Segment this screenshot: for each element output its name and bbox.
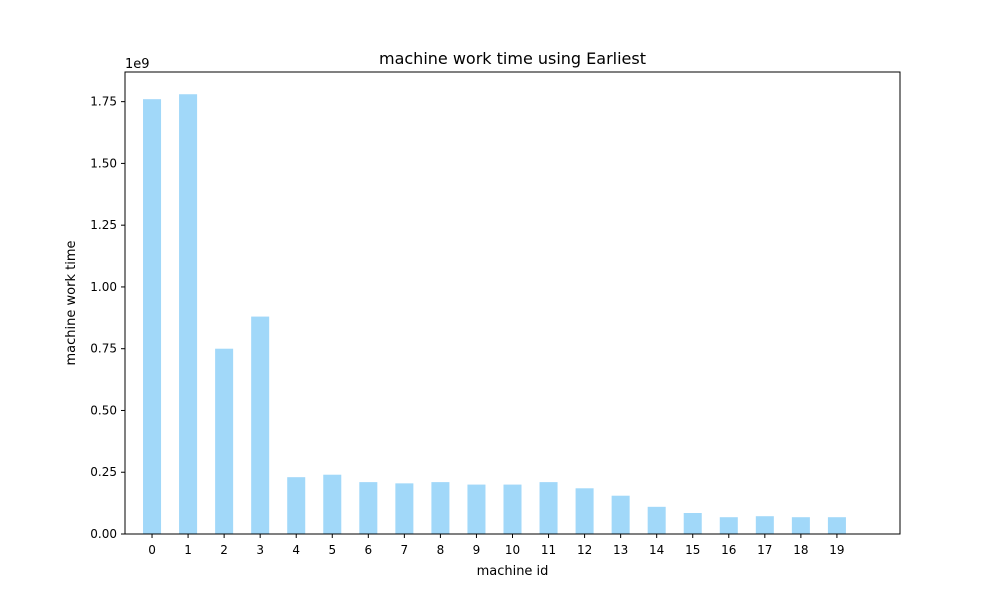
x-tick-label: 19 (829, 543, 844, 557)
y-tick-label: 1.25 (90, 218, 117, 232)
x-tick-label: 6 (364, 543, 372, 557)
y-tick-label: 1.00 (90, 280, 117, 294)
bar-3 (251, 316, 270, 534)
bar-18 (791, 517, 810, 534)
y-tick-label: 0.25 (90, 465, 117, 479)
bar-15 (683, 513, 702, 534)
y-tick-label: 0.50 (90, 403, 117, 417)
x-tick-label: 13 (613, 543, 628, 557)
y-axis: 0.00 0.25 0.50 0.75 1.00 1.25 1.50 1.75 (90, 95, 125, 541)
bar-14 (647, 506, 666, 534)
x-tick-label: 10 (505, 543, 520, 557)
bar-2 (215, 348, 234, 534)
x-tick-label: 8 (437, 543, 445, 557)
bar-4 (287, 477, 306, 534)
bar-1 (179, 94, 198, 534)
x-tick-label: 18 (793, 543, 808, 557)
bar-9 (467, 484, 486, 534)
x-tick-label: 1 (184, 543, 192, 557)
x-tick-label: 12 (577, 543, 592, 557)
x-axis: 0 1 2 3 4 5 6 7 8 9 10 11 12 13 14 15 16 17 18 19 (148, 534, 845, 557)
y-axis-multiplier: 1e9 (125, 57, 150, 72)
bar-0 (143, 99, 162, 535)
x-tick-label: 16 (721, 543, 736, 557)
bar-12 (575, 488, 594, 534)
x-tick-label: 0 (148, 543, 156, 557)
x-tick-label: 7 (401, 543, 409, 557)
x-tick-label: 3 (256, 543, 264, 557)
x-axis-label: machine id (477, 564, 549, 579)
bar-7 (395, 483, 414, 534)
bar-5 (323, 474, 342, 534)
x-tick-label: 2 (220, 543, 228, 557)
chart-title: machine work time using Earliest (379, 49, 646, 68)
x-tick-label: 14 (649, 543, 664, 557)
y-tick-label: 0.00 (90, 527, 117, 541)
y-tick-label: 1.75 (90, 95, 117, 109)
bar-17 (755, 516, 774, 534)
bar-19 (827, 517, 846, 534)
x-tick-label: 11 (541, 543, 556, 557)
bar-10 (503, 484, 522, 534)
bar-13 (611, 495, 630, 534)
bar-8 (431, 482, 450, 534)
bar-16 (719, 517, 738, 534)
y-tick-label: 1.50 (90, 156, 117, 170)
x-tick-label: 9 (473, 543, 481, 557)
x-tick-label: 17 (757, 543, 772, 557)
bar-6 (359, 482, 378, 534)
y-axis-label: machine work time (64, 241, 79, 366)
bar-series (143, 94, 846, 535)
x-tick-label: 15 (685, 543, 700, 557)
y-tick-label: 0.75 (90, 342, 117, 356)
x-tick-label: 5 (328, 543, 336, 557)
bar-11 (539, 482, 558, 534)
x-tick-label: 4 (292, 543, 300, 557)
